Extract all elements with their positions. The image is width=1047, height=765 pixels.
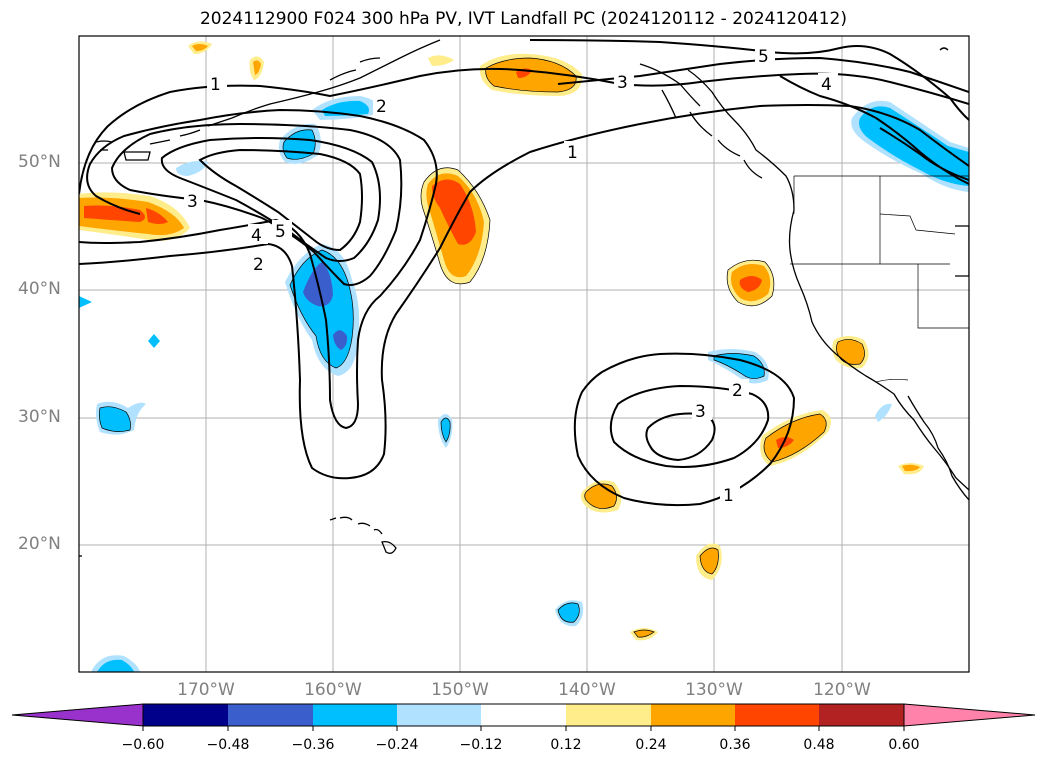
colorbar-tick-label: 0.24 (635, 737, 667, 753)
map-title: 2024112900 F024 300 hPa PV, IVT Landfall… (199, 9, 847, 29)
contour-label-1-north: 1 (210, 75, 221, 95)
alaska-peninsula (231, 39, 441, 119)
colorbar-extend-max (903, 703, 1036, 727)
contour-2-southeast (609, 384, 770, 468)
colorbar-bin-1 (143, 704, 228, 726)
contour-5-northeast (529, 39, 969, 121)
colorbar-bin-9 (819, 704, 904, 726)
contour-label-4-northeast: 4 (821, 75, 832, 95)
contour-label-3-west: 3 (187, 192, 198, 212)
north-america-coast (687, 69, 969, 491)
colorbar-tick-label: 0.36 (719, 737, 751, 753)
lon-label-150w: 150°W (431, 680, 489, 700)
colorbar (11, 703, 1036, 731)
lon-label-130w: 130°W (685, 680, 743, 700)
lon-label-160w: 160°W (304, 680, 362, 700)
contour-label-3-gulf: 3 (617, 73, 628, 93)
colorbar-bin-3 (313, 704, 397, 726)
colorbar-tick-label: −0.24 (375, 737, 419, 753)
lat-label-30n: 30°N (18, 407, 61, 427)
colorbar-tick-label: 0.60 (888, 737, 920, 753)
colorbar-bin-2 (228, 704, 313, 726)
ivt-contours (79, 39, 969, 507)
contour-label-2-southeast: 2 (732, 381, 743, 401)
contour-5-closed (198, 148, 363, 252)
colorbar-tick-label: −0.36 (291, 737, 335, 753)
colorbar-tick-label: −0.12 (459, 737, 503, 753)
colorbar-bin-7 (651, 704, 735, 726)
lon-label-140w: 140°W (558, 680, 616, 700)
map-frame (78, 35, 970, 673)
shading-outlines (98, 57, 865, 638)
contour-label-2-north: 2 (376, 97, 387, 117)
contour-label-1-center: 1 (567, 143, 578, 163)
contour-label-5-north: 5 (758, 47, 769, 67)
baja-peninsula (907, 395, 969, 501)
hawaii (329, 516, 397, 554)
contour-1-south (79, 104, 969, 480)
contour-3-southeast (645, 412, 716, 462)
contour-label-2-west: 2 (253, 255, 264, 275)
colorbar-bin-5 (481, 704, 566, 726)
contour-label-1-southeast: 1 (723, 486, 734, 506)
lat-label-40n: 40°N (18, 279, 61, 299)
contour-label-5-west: 5 (275, 222, 286, 242)
contour-4-closed (160, 137, 381, 262)
colorbar-tick-label: 0.12 (550, 737, 582, 753)
colorbar-bin-6 (566, 704, 651, 726)
lon-label-120w: 120°W (813, 680, 871, 700)
colorbar-bin-8 (735, 704, 819, 726)
map-panel: 1 3 5 4 1 2 3 4 5 2 2 3 1 (79, 36, 969, 672)
colorbar-extend-min (11, 703, 144, 727)
contour-1-north (79, 67, 969, 195)
lat-label-50n: 50°N (18, 152, 61, 172)
contour-label-3-southeast: 3 (695, 402, 706, 422)
contour-label-group: 1 3 5 4 1 2 3 4 5 2 2 3 1 (184, 45, 838, 506)
lat-label-20n: 20°N (18, 534, 61, 554)
colorbar-tick-label: −0.60 (121, 737, 165, 753)
political-borders (790, 175, 969, 383)
colorbar-tick-label: 0.48 (803, 737, 835, 753)
contour-label-4-west: 4 (251, 226, 262, 246)
colorbar-bin-4 (397, 704, 481, 726)
lon-label-170w: 170°W (177, 680, 235, 700)
coastlines (79, 39, 969, 557)
colorbar-tick-label: −0.48 (206, 737, 250, 753)
